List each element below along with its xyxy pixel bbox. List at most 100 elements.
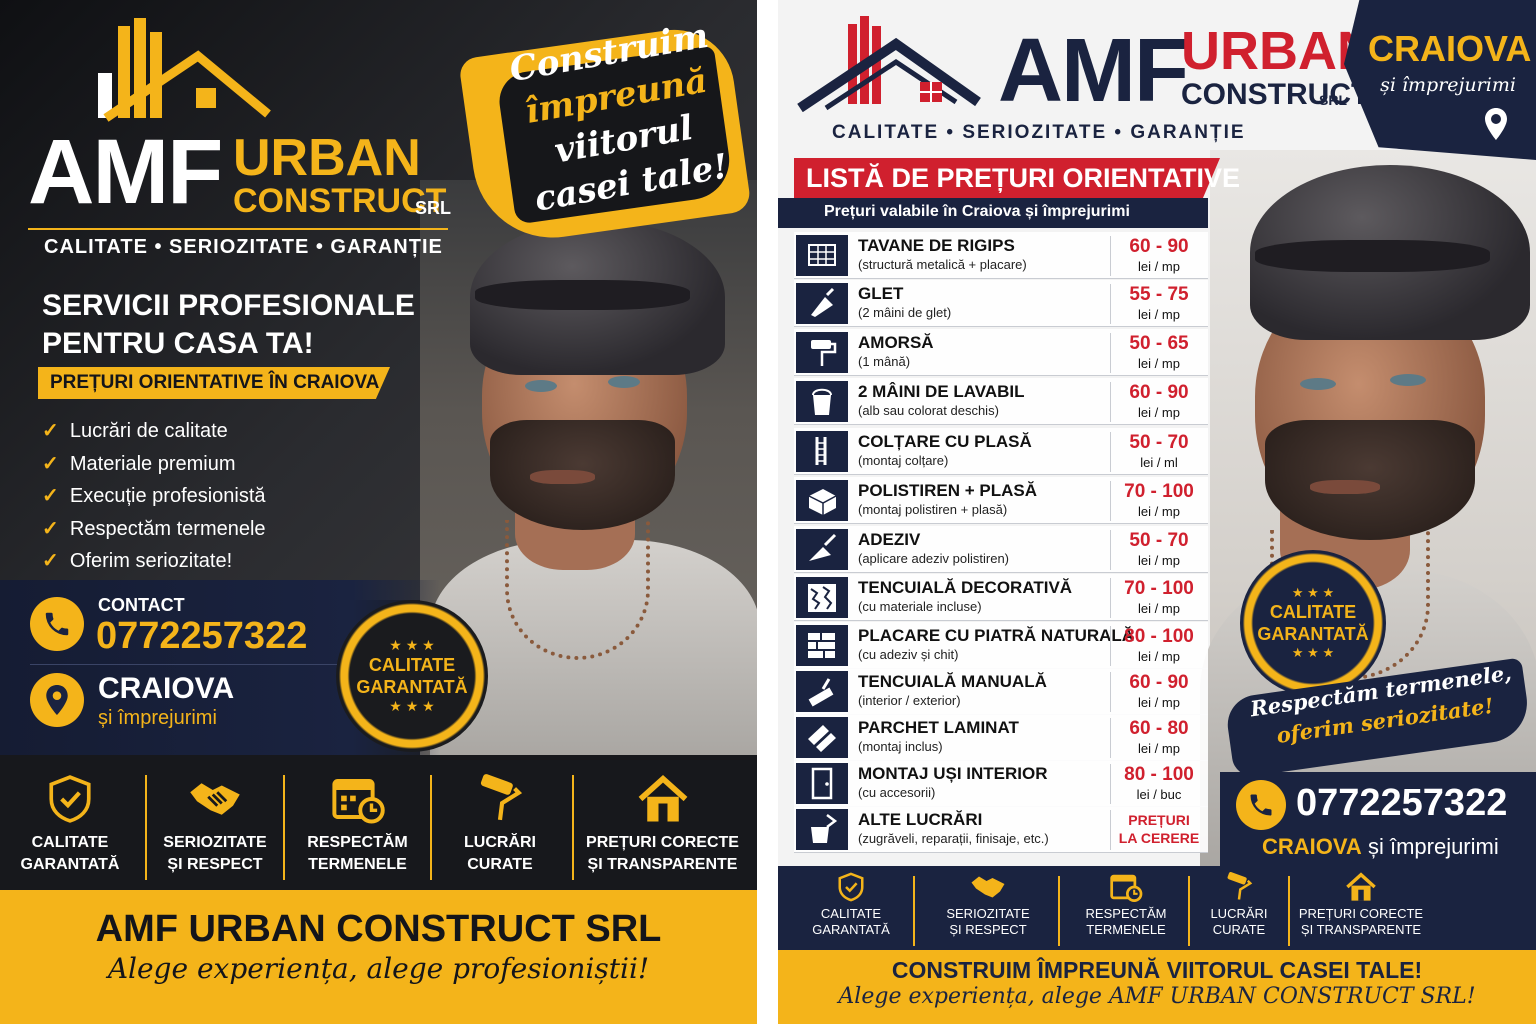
service-price: 50 - 65 (1110, 333, 1208, 355)
logo-house-icon (88, 18, 273, 123)
price-row: POLISTIREN + PLASĂ (montaj polistiren + p… (794, 477, 1208, 524)
service-name: ALTE LUCRĂRI (858, 810, 982, 830)
service-description: (1 mână) (858, 354, 910, 369)
stars-icon: ★ ★ ★ (389, 698, 434, 715)
brand-underline (28, 228, 448, 230)
check-icon: ✓ (42, 550, 59, 572)
service-price: 70 - 100 (1110, 481, 1208, 503)
service-unit: lei / mp (1110, 741, 1208, 756)
service-name: 2 MÂINI DE LAVABIL (858, 382, 1025, 402)
service-unit: lei / ml (1110, 455, 1208, 470)
plaster-trowel-icon (796, 671, 848, 712)
badge-line1: CALITATE (369, 654, 455, 676)
handshake-icon (970, 872, 1006, 902)
service-name: ADEZIV (858, 530, 920, 550)
feature-prices: PREȚURI CORECTE ȘI TRANSPARENTE (580, 770, 745, 888)
service-price: 50 - 70 (1110, 432, 1208, 454)
service-price: 50 - 70 (1110, 530, 1208, 552)
check-icon: ✓ (42, 485, 59, 507)
adhesive-trowel-icon (796, 529, 848, 570)
feature-divider (1288, 876, 1290, 946)
stone-wall-icon (796, 625, 848, 666)
feature-divider (1058, 876, 1060, 946)
service-price: 60 - 90 (1110, 236, 1208, 258)
service-name: GLET (858, 284, 903, 304)
brand-srl: SRL (415, 198, 451, 219)
feature-clean: LUCRĂRI CURATE (440, 770, 560, 888)
feature-seriousness: SERIOZITATE ȘI RESPECT (928, 872, 1048, 938)
location-pin-icon (30, 673, 84, 727)
quality-badge: ★ ★ ★ CALITATE GARANTATĂ ★ ★ ★ (1240, 550, 1386, 696)
benefit-item: ✓ Respectăm termenele (42, 513, 266, 546)
service-unit: lei / mp (1110, 695, 1208, 710)
service-name: MONTAJ UȘI INTERIOR (858, 764, 1048, 784)
door-icon (796, 763, 848, 804)
phone-number[interactable]: 0772257322 (96, 615, 307, 658)
phone-number[interactable]: 0772257322 (1296, 782, 1507, 825)
price-row: ADEZIV (aplicare adeziv polistiren) 50 - 7… (794, 526, 1208, 573)
price-row: TENCUIALĂ DECORATIVĂ (cu materiale inclus… (794, 574, 1208, 621)
price-row: TENCUIALĂ MANUALĂ (interior / exterior) 60… (794, 668, 1208, 715)
brand-urban: URBAN (233, 128, 421, 188)
benefit-item: ✓ Oferim seriozitate! (42, 545, 266, 578)
bottom-city-line: CRAIOVA și împrejurimi (1262, 834, 1499, 860)
service-unit: LA CERERE (1110, 830, 1208, 846)
slogan: Construim împreună viitorul casei tale! (506, 14, 734, 222)
benefit-item: ✓ Execuție profesionistă (42, 480, 266, 513)
feature-quality: CALITATE GARANTATĂ (10, 770, 130, 888)
service-price: 60 - 90 (1110, 672, 1208, 694)
ceiling-icon (796, 235, 848, 276)
price-row: GLET (2 mâini de glet) 55 - 75 lei / mp (794, 280, 1208, 327)
service-unit: lei / mp (1110, 307, 1208, 322)
service-description: (cu adeziv și chit) (858, 647, 958, 662)
feature-divider (430, 775, 432, 880)
list-subtitle: Prețuri valabile în Craiova și împrejuri… (824, 203, 1130, 221)
service-name: COLȚARE CU PLASĂ (858, 432, 1032, 452)
badge-line2: GARANTATĂ (1257, 623, 1368, 645)
service-unit: lei / mp (1110, 356, 1208, 371)
service-description: (montaj colțare) (858, 453, 948, 468)
house-icon (1343, 872, 1379, 902)
benefits-list: ✓ Lucrări de calitate ✓ Materiale premiu… (42, 415, 266, 578)
price-row: COLȚARE CU PLASĂ (montaj colțare) 50 - 70 l… (794, 428, 1208, 475)
benefit-item: ✓ Lucrări de calitate (42, 415, 266, 448)
city: CRAIOVA (1368, 28, 1528, 70)
service-unit: lei / mp (1110, 259, 1208, 274)
service-description: (cu accesorii) (858, 785, 935, 800)
service-price: 80 - 100 (1110, 626, 1208, 648)
parquet-icon (796, 717, 848, 758)
footer-subtitle: Alege experiența, alege AMF URBAN CONSTR… (778, 984, 1536, 1009)
service-price: 55 - 75 (1110, 284, 1208, 306)
location-pin-icon (1484, 108, 1508, 140)
service-unit: lei / mp (1110, 405, 1208, 420)
feature-deadlines: RESPECTĂM TERMENELE (1074, 872, 1178, 938)
calendar-clock-icon (331, 774, 385, 824)
corner-bead-icon (796, 431, 848, 472)
price-row: ALTE LUCRĂRI (zugrăveli, reparații, finis… (794, 806, 1208, 853)
texture-icon (796, 577, 848, 618)
feature-prices: PREȚURI CORECTE ȘI TRANSPARENTE (1298, 872, 1424, 938)
feature-quality: CALITATE GARANTATĂ (806, 872, 896, 938)
badge-line1: CALITATE (1270, 601, 1356, 623)
list-title: LISTĂ DE PREȚURI ORIENTATIVE (806, 163, 1240, 194)
feature-divider (572, 775, 574, 880)
left-flyer: Construim împreună viitorul casei tale! … (0, 0, 757, 1024)
price-row: TAVANE DE RIGIPS (structură metalică + pl… (794, 232, 1208, 279)
feature-deadlines: RESPECTĂM TERMENELE (290, 770, 425, 888)
service-description: (montaj polistiren + plasă) (858, 502, 1007, 517)
house-icon (636, 774, 690, 824)
feature-divider (913, 876, 915, 946)
check-icon: ✓ (42, 420, 59, 442)
city-sub: și împrejurimi (1368, 74, 1528, 96)
headline: SERVICII PROFESIONALE PENTRU CASA TA! (42, 287, 415, 363)
service-description: (2 mâini de glet) (858, 305, 951, 320)
check-icon: ✓ (42, 453, 59, 475)
stars-icon: ★ ★ ★ (1292, 585, 1334, 601)
shield-check-icon (43, 774, 97, 824)
price-row: PLACARE CU PIATRĂ NATURALĂ (cu adeziv și … (794, 622, 1208, 669)
service-description: (montaj inclus) (858, 739, 943, 754)
service-unit: lei / mp (1110, 504, 1208, 519)
calendar-clock-icon (1108, 872, 1144, 902)
shield-check-icon (833, 872, 869, 902)
roller-icon (796, 332, 848, 373)
